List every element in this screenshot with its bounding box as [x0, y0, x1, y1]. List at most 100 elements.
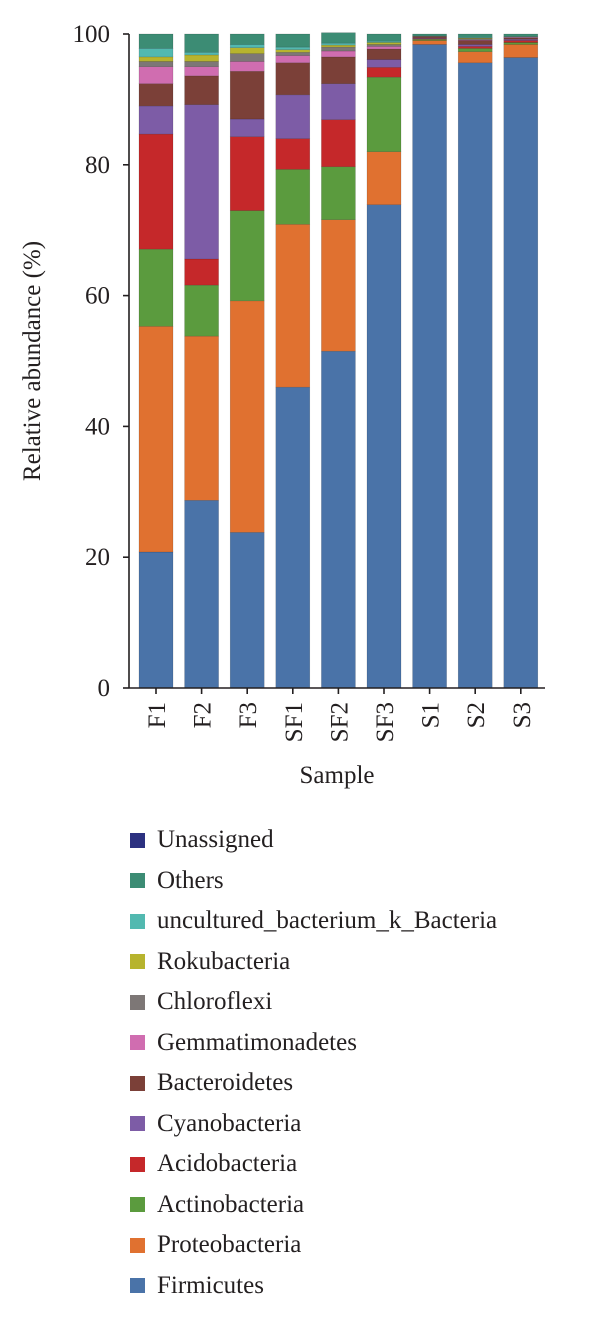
- y-tick-label: 40: [85, 413, 110, 440]
- bar-segment-f2-8: [184, 54, 219, 62]
- bar-segment-f1-7: [138, 61, 174, 67]
- bar-segment-sf1-9: [275, 46, 311, 50]
- bar-segment-f3-2: [229, 210, 265, 302]
- bar-segment-f3-1: [229, 300, 265, 533]
- x-tick-label-sf2: SF2: [326, 702, 353, 742]
- bar-segment-sf2-2: [321, 166, 356, 220]
- legend-label: Others: [157, 866, 224, 894]
- x-tick-label-sf1: SF1: [281, 702, 308, 742]
- x-tick-label-f2: F2: [190, 702, 217, 728]
- bar-segment-sf2-4: [321, 83, 356, 120]
- bar-segment-f2-10: [184, 33, 219, 53]
- x-tick-label-s3: S3: [509, 702, 536, 728]
- bar-segment-sf2-0: [321, 350, 356, 689]
- bar-segment-f1-8: [138, 56, 174, 62]
- bar-segment-s1-3: [412, 38, 447, 40]
- bar-segment-sf1-3: [275, 138, 311, 170]
- bar-segment-s3-1: [503, 44, 539, 58]
- bar-segment-sf1-0: [275, 386, 311, 689]
- bar-segment-s1-1: [412, 40, 447, 45]
- y-ticks: 0 20 40 60 80 100: [73, 21, 129, 702]
- legend-label: Acidobacteria: [157, 1150, 298, 1178]
- legend-swatch: [130, 1035, 145, 1051]
- bar-segment-f2-1: [184, 335, 219, 501]
- bar-segment-f2-3: [184, 258, 219, 286]
- legend-item: Firmicutes: [130, 1266, 497, 1307]
- bar-segment-sf3-2: [366, 76, 402, 152]
- bar-segment-f3-5: [229, 71, 265, 120]
- legend-swatch: [130, 1197, 145, 1213]
- y-tick-label: 60: [85, 283, 110, 310]
- bar-segment-sf3-10: [366, 33, 402, 42]
- legend-label: Actinobacteria: [157, 1190, 305, 1218]
- bar-segment-s1-5: [412, 36, 447, 39]
- bar-segment-sf2-5: [321, 56, 356, 84]
- legend-item: uncultured_bacterium_k_Bacteria: [130, 901, 497, 942]
- bar-segment-s3-10: [503, 33, 539, 37]
- bar-segment-f3-10: [229, 33, 265, 45]
- legend-swatch: [130, 1116, 145, 1132]
- bar-segment-s2-5: [457, 40, 493, 45]
- bar-segment-sf2-3: [321, 119, 356, 168]
- legend-swatch: [130, 1278, 145, 1294]
- y-axis-label: Relative abundance (%): [19, 241, 46, 481]
- y-tick-label: 0: [98, 675, 111, 702]
- legend: Unassigned Others uncultured_bacterium_k_B…: [130, 820, 497, 1306]
- bar-segment-sf2-9: [321, 42, 356, 46]
- bar-segment-f1-0: [138, 551, 174, 689]
- bar-segment-sf2-6: [321, 50, 356, 58]
- bar-segment-f2-9: [184, 52, 219, 56]
- legend-swatch: [130, 832, 145, 848]
- bar-segment-f3-7: [229, 53, 265, 62]
- legend-label: Chloroflexi: [157, 988, 273, 1016]
- legend-item: Proteobacteria: [130, 1225, 497, 1266]
- bar-segment-s2-4: [457, 44, 493, 47]
- bar-segment-s3-2: [503, 42, 539, 45]
- x-tick-label-sf3: SF3: [372, 702, 399, 742]
- x-ticks: F1 F2 F3 SF1 SF2 SF3 S1 S2 S3: [144, 688, 536, 742]
- bar-segment-sf3-6: [366, 46, 402, 50]
- legend-label: uncultured_bacterium_k_Bacteria: [157, 907, 498, 935]
- bars-layer: [138, 32, 539, 689]
- legend-swatch: [130, 873, 145, 889]
- bar-segment-sf3-7: [366, 44, 402, 47]
- legend-item: Bacteroidetes: [130, 1063, 497, 1104]
- bar-segment-s3-0: [503, 57, 539, 689]
- bar-segment-s2-10: [457, 33, 493, 38]
- legend-swatch: [130, 913, 145, 929]
- bar-segment-sf1-1: [275, 224, 311, 388]
- bar-segment-s2-0: [457, 62, 493, 689]
- legend-label: Cyanobacteria: [157, 1109, 302, 1137]
- legend-item: Cyanobacteria: [130, 1104, 497, 1145]
- legend-label: Unassigned: [157, 826, 274, 854]
- y-tick-label: 80: [85, 152, 110, 179]
- bar-segment-sf1-4: [275, 94, 311, 139]
- bar-segment-f2-0: [184, 500, 219, 689]
- bar-segment-sf1-2: [275, 169, 311, 225]
- bar-segment-f3-8: [229, 47, 265, 54]
- bar-segment-f1-3: [138, 133, 174, 250]
- bar-segment-s1-10: [412, 33, 447, 37]
- bar-segment-f2-5: [184, 75, 219, 105]
- stacked-bar-chart: 0 20 40 60 80 100 F1 F2 F3 SF1 SF2 SF3 S1 S2 S3 Relat…: [19, 21, 545, 789]
- x-tick-label-s2: S2: [463, 702, 490, 728]
- legend-label: Firmicutes: [157, 1271, 264, 1299]
- bar-segment-sf2-7: [321, 46, 356, 52]
- legend-swatch: [130, 1156, 145, 1172]
- legend-swatch: [130, 954, 145, 970]
- bar-segment-sf3-4: [366, 59, 402, 68]
- legend-item: Actinobacteria: [130, 1185, 497, 1226]
- bar-segment-sf2-1: [321, 219, 356, 352]
- bar-segment-sf1-5: [275, 62, 311, 96]
- bar-segment-sf3-8: [366, 42, 402, 45]
- x-tick-label-f1: F1: [144, 702, 171, 728]
- bar-segment-f3-4: [229, 118, 265, 137]
- bar-segment-s3-3: [503, 40, 539, 43]
- bar-segment-f1-10: [138, 33, 174, 49]
- bar-segment-s2-7: [457, 38, 493, 41]
- legend-swatch: [130, 1075, 145, 1091]
- bar-segment-f3-6: [229, 61, 265, 72]
- bar-segment-sf1-8: [275, 49, 311, 53]
- bar-segment-sf2-8: [321, 44, 356, 48]
- bar-segment-f3-9: [229, 44, 265, 48]
